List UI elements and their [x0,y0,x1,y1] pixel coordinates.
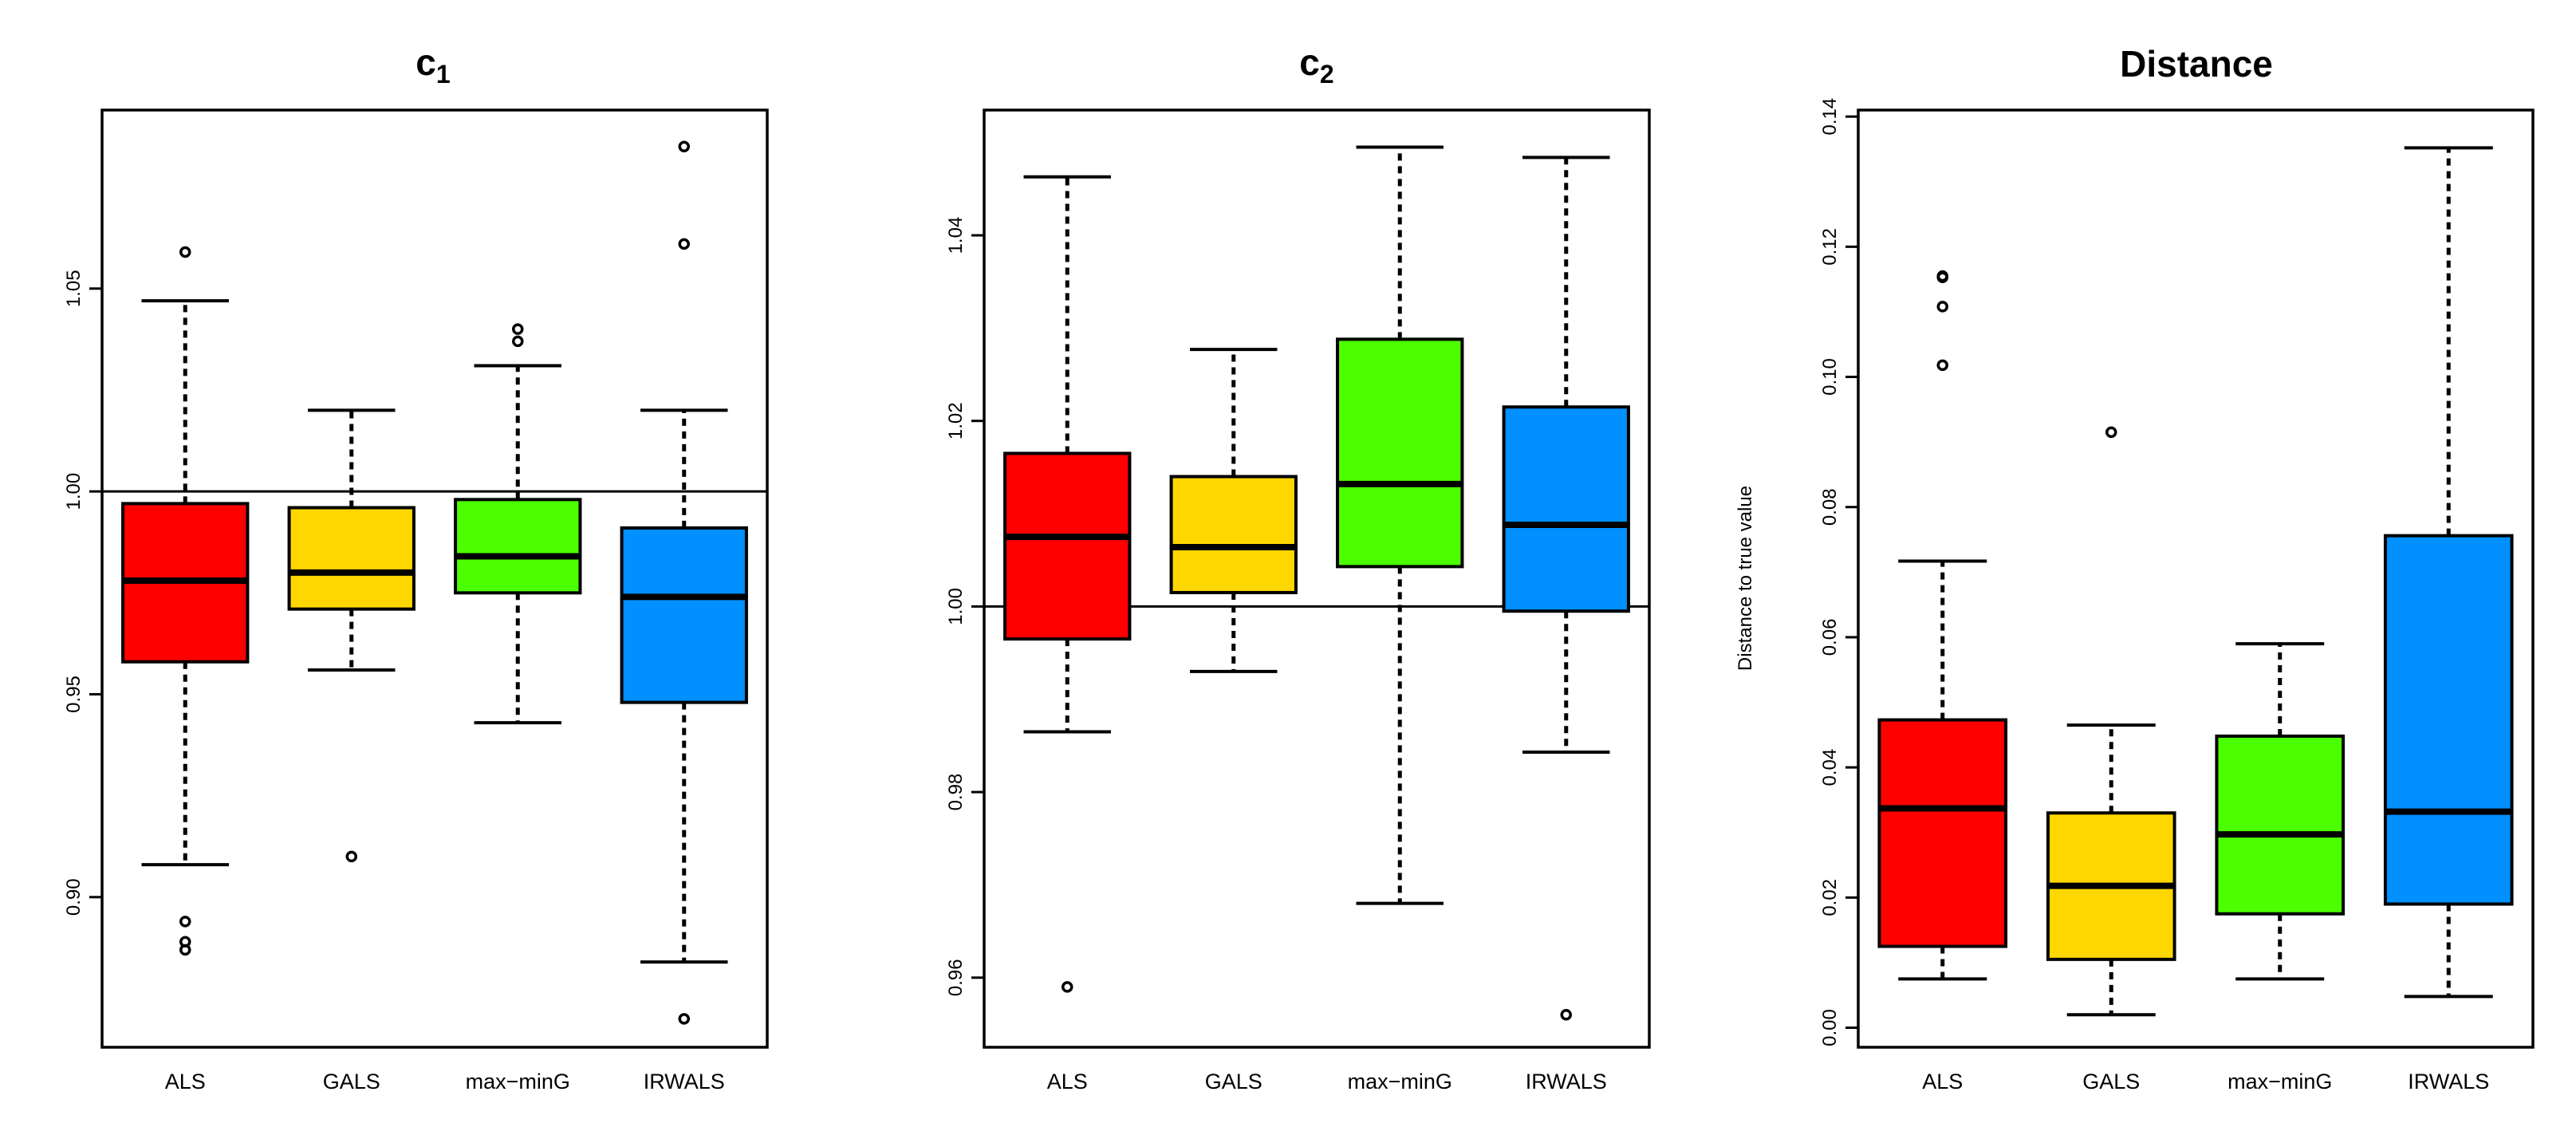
box-gals [2046,426,2176,1017]
y-tick-label: 1.05 [63,270,85,307]
y-tick-label: 0.98 [945,774,967,811]
y-tick-label: 0.12 [1819,228,1841,266]
x-tick-label: ALS [1047,1070,1088,1094]
outlier-point [2105,426,2117,439]
box-irwals [620,140,748,1025]
x-tick-label: IRWALS [1526,1070,1607,1094]
box-max-ming [1336,145,1464,905]
plot-frame [983,108,1651,1049]
box-als [1877,270,2008,981]
y-tick-label: 0.96 [945,959,967,996]
box-als [121,246,250,956]
panel-title-main: c [1299,41,1320,83]
box-als [1003,175,1132,993]
outlier-point [678,238,690,250]
outlier-point [179,916,191,928]
x-tick-label: max−minG [2227,1070,2332,1094]
box-gals [1169,348,1298,673]
box-body [454,498,582,595]
box-body [1877,718,2008,948]
y-tick-label: 0.10 [1819,358,1841,396]
x-tick-label: ALS [1922,1070,1963,1094]
box-irwals [2383,146,2514,999]
outlier-point [512,323,524,335]
y-tick-label: 0.14 [1819,98,1841,136]
box-body [1169,475,1298,594]
y-tick-label: 0.02 [1819,879,1841,916]
box-body [2215,734,2346,916]
outlier-point [1936,359,1948,372]
x-tick-label: IRWALS [2408,1070,2489,1094]
outlier-point [1936,301,1948,313]
outlier-point [1062,981,1073,993]
x-tick-label: max−minG [1348,1070,1452,1094]
box-body [1003,451,1132,641]
outlier-point [678,140,690,153]
y-tick-label: 0.00 [1819,1009,1841,1046]
panel-title-distance: Distance [2120,43,2273,85]
box-max-ming [454,323,582,725]
outlier-point [678,1013,690,1025]
x-tick-label: GALS [2082,1070,2140,1094]
y-axis-label: Distance to true value [1735,486,1756,671]
y-tick-label: 0.08 [1819,488,1841,526]
box-body [2383,534,2514,906]
y-tick-label: 0.06 [1819,619,1841,656]
box-max-ming [2215,642,2346,981]
x-tick-label: ALS [165,1070,206,1094]
x-tick-label: GALS [1205,1070,1262,1094]
box-irwals [1502,156,1630,1021]
outlier-point [179,944,191,956]
box-gals [287,408,416,863]
outlier-point [345,850,357,863]
panel-title-subscript: 2 [1320,60,1334,89]
x-tick-label: IRWALS [644,1070,725,1094]
outlier-point [1560,1009,1572,1021]
panel-title-c1: c1 [416,41,450,89]
panel-title-subscript: 1 [436,60,451,89]
panel-distance: Distance Distance to true value ALS GALS m… [1735,43,2535,1094]
y-tick-label: 1.00 [63,473,85,510]
box-body [1336,337,1464,569]
box-body [1502,405,1630,613]
box-body [620,526,748,704]
plot-frame [1857,108,2535,1049]
panel-c2: c2 ALS GALS max−minG IRWALS 0.96 0.98 1.00 1.02… [945,41,1651,1094]
y-tick-label: 1.00 [945,588,967,625]
panel-title-main: c [416,41,436,83]
panel-title-c2: c2 [1299,41,1333,89]
outlier-point [512,335,524,348]
plot-frame [100,108,769,1049]
x-tick-label: max−minG [466,1070,570,1094]
y-tick-label: 1.04 [945,217,967,254]
y-tick-label: 0.95 [63,676,85,713]
x-tick-label: GALS [323,1070,380,1094]
outlier-point [179,246,191,258]
box-body [287,506,416,611]
outlier-point [1936,270,1948,282]
y-tick-label: 0.04 [1819,749,1841,786]
y-tick-label: 0.90 [63,878,85,916]
panel-title-main: Distance [2120,43,2273,85]
panel-c1: c1 ALS GALS max−minG IRWALS 0.90 0.95 1.00 1.05 [63,41,769,1094]
y-tick-label: 1.02 [945,402,967,439]
